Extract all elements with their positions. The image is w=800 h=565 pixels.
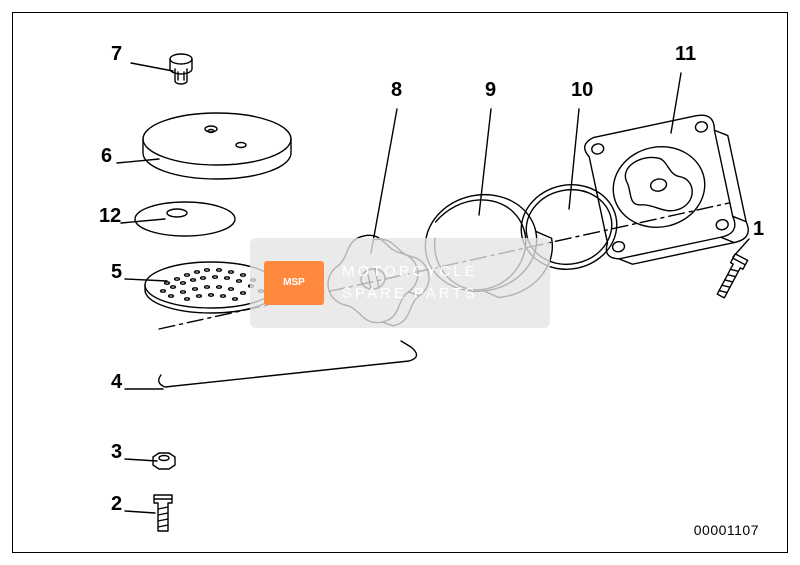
callout-7: 7 [111,43,122,66]
callout-11: 11 [675,43,696,66]
callout-8: 8 [391,79,402,102]
callout-2: 2 [111,493,122,516]
callout-6: 6 [101,145,112,168]
diagram-area: 1 2 3 4 5 6 7 8 9 10 11 12 00001107 [13,13,787,552]
callout-5: 5 [111,261,122,284]
diagram-frame: 1 2 3 4 5 6 7 8 9 10 11 12 00001107 [12,12,788,553]
diagram-part-id: 00001107 [694,522,759,538]
callout-3: 3 [111,441,122,464]
callout-1: 1 [753,218,764,241]
callout-4: 4 [111,371,122,394]
callout-12: 12 [99,205,121,228]
callout-10: 10 [571,79,593,102]
callout-9: 9 [485,79,496,102]
